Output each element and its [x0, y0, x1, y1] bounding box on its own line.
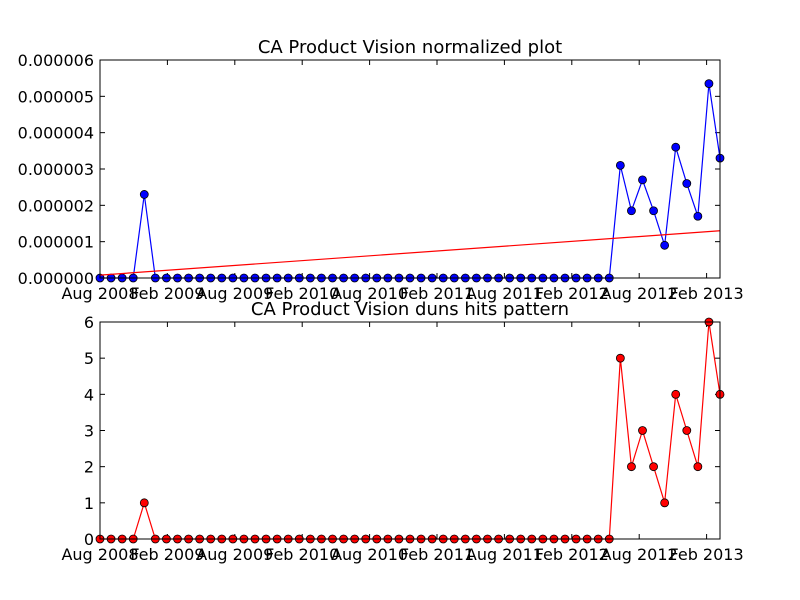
- normalized-y-tick-label: 0.000002: [18, 196, 94, 215]
- normalized-data-point: [649, 206, 658, 216]
- normalized-x-tick-label: Aug 2011: [466, 284, 543, 303]
- normalized-x-tick-label: Feb 2012: [535, 284, 609, 303]
- normalized-y-tick-label: 0.000006: [18, 51, 94, 70]
- normalized-data-point: [627, 206, 636, 216]
- duns-y-tick-label: 1: [84, 494, 94, 513]
- duns-y-tick-label: 3: [84, 422, 94, 441]
- normalized-y-tick-label: 0.000003: [18, 160, 94, 179]
- duns-y-tick-label: 2: [84, 458, 94, 477]
- normalized-plot: CA Product Vision normalized plot 0.0000…: [18, 37, 744, 303]
- duns-data-point: [627, 462, 636, 472]
- normalized-y-tick-label: 0.000004: [18, 124, 94, 143]
- normalized-data-point: [693, 211, 703, 221]
- duns-data-point: [660, 498, 670, 508]
- normalized-data-point: [139, 190, 149, 199]
- duns-x-tick-label: Feb 2013: [670, 545, 744, 564]
- normalized-data-point: [660, 240, 670, 250]
- duns-x-tick-label: Feb 2011: [400, 545, 474, 564]
- normalized-plot-title: CA Product Vision normalized plot: [258, 37, 562, 58]
- duns-y-tick-label: 6: [84, 313, 94, 332]
- normalized-plot-frame: [99, 59, 721, 279]
- duns-hits-plot: CA Product Vision duns hits pattern 0 1 2 3…: [61, 299, 743, 564]
- normalized-y-tick-label: 0.000000: [18, 269, 94, 288]
- duns-hits-plot-frame: [99, 321, 721, 540]
- duns-data-point: [693, 462, 703, 472]
- duns-y-tick-label: 4: [84, 385, 94, 404]
- duns-y-tick-label: 0: [84, 530, 94, 549]
- duns-x-tick-label: Aug 2010: [331, 545, 408, 564]
- normalized-data-point: [671, 142, 681, 152]
- normalized-x-tick-label: Feb 2013: [670, 284, 744, 303]
- duns-series-line: [100, 321, 721, 540]
- normalized-x-tick-label: Aug 2010: [331, 284, 408, 303]
- duns-data-point: [649, 462, 658, 472]
- normalized-trend-line: [99, 230, 721, 276]
- duns-x-tick-label: Feb 2010: [265, 545, 339, 564]
- normalized-x-tick-label: Feb 2010: [265, 284, 339, 303]
- duns-data-point: [682, 426, 692, 435]
- duns-hits-plot-title: CA Product Vision duns hits pattern: [251, 299, 569, 320]
- duns-data-point: [615, 353, 625, 363]
- normalized-x-tick-label: Feb 2009: [130, 284, 204, 303]
- duns-x-tick-label: Feb 2012: [535, 545, 609, 564]
- normalized-series-line: [100, 83, 721, 279]
- normalized-x-tick-label: Feb 2011: [400, 284, 474, 303]
- normalized-x-tick-label: Aug 2012: [601, 284, 678, 303]
- normalized-data-point: [638, 175, 647, 185]
- normalized-data-point: [704, 79, 714, 89]
- duns-data-point: [638, 426, 647, 435]
- normalized-data-point: [615, 160, 625, 170]
- duns-y-tick-label: 5: [84, 349, 94, 368]
- duns-data-point: [671, 389, 681, 399]
- normalized-x-tick-label: Aug 2009: [196, 284, 273, 303]
- duns-data-point: [139, 498, 149, 508]
- duns-x-tick-label: Aug 2008: [61, 545, 138, 564]
- duns-x-tick-label: Aug 2009: [196, 545, 273, 564]
- duns-x-tick-label: Aug 2012: [601, 545, 678, 564]
- normalized-x-tick-label: Aug 2008: [61, 284, 138, 303]
- duns-x-tick-label: Feb 2009: [130, 545, 204, 564]
- normalized-y-tick-label: 0.000001: [18, 233, 94, 252]
- normalized-data-point: [682, 179, 692, 188]
- normalized-y-tick-label: 0.000005: [18, 87, 94, 106]
- duns-x-tick-label: Aug 2011: [466, 545, 543, 564]
